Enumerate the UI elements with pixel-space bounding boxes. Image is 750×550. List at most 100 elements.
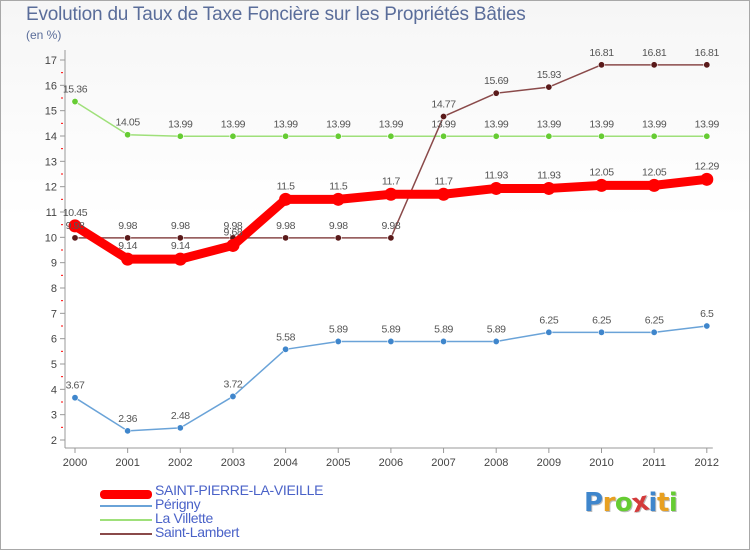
data-label: 9.98	[381, 220, 400, 232]
data-point	[597, 61, 605, 69]
data-point	[650, 61, 658, 69]
data-point	[334, 234, 342, 242]
data-label: 9.98	[171, 220, 190, 232]
y-tick-label: 12	[45, 182, 57, 194]
y-tick-label: 9	[51, 258, 57, 270]
data-point	[545, 328, 553, 336]
data-point	[331, 192, 345, 206]
series-layer	[68, 61, 714, 435]
data-point	[124, 234, 132, 242]
data-label: 16.81	[695, 47, 720, 59]
legend-swatch	[100, 519, 152, 521]
data-point	[703, 322, 711, 330]
data-point	[71, 98, 79, 106]
data-point	[437, 187, 451, 201]
data-point	[489, 181, 503, 195]
data-label: 5.58	[276, 331, 295, 343]
data-point	[440, 337, 448, 345]
data-label: 9.98	[224, 220, 243, 232]
data-label: 13.99	[273, 118, 298, 130]
y-tick-label: 3	[51, 410, 57, 422]
data-point	[282, 345, 290, 353]
data-label: 11.93	[484, 169, 508, 181]
data-label: 13.99	[379, 118, 404, 130]
data-label: 6.5	[700, 308, 714, 320]
data-point	[387, 132, 395, 140]
x-tick-label: 2010	[589, 457, 613, 469]
data-label: 13.99	[431, 118, 456, 130]
y-tick-label: 6	[51, 334, 57, 346]
data-point	[226, 238, 240, 252]
data-label: 9.14	[171, 240, 190, 252]
data-labels-layer: 3.67 2.36 2.48 3.72 5.58 5.89 5.89 5.89 5.89 6.25…	[63, 47, 720, 425]
x-tick-label: 2004	[273, 457, 297, 469]
data-point	[492, 89, 500, 97]
data-point	[595, 178, 608, 192]
x-tick-label: 2006	[379, 457, 403, 469]
x-tick-label: 2008	[484, 457, 508, 469]
data-label: 6.25	[539, 314, 558, 326]
data-label: 11.7	[435, 175, 454, 187]
data-label: 9.98	[329, 220, 348, 232]
y-tick-label: 10	[45, 232, 57, 244]
data-label: 13.99	[484, 118, 509, 130]
data-point	[647, 178, 661, 192]
data-point	[229, 392, 237, 400]
data-label: 5.89	[381, 323, 400, 335]
data-point	[176, 424, 184, 432]
series-la-villette	[71, 98, 711, 140]
y-tick-label: 13	[45, 156, 57, 168]
data-point	[229, 132, 237, 140]
legend-label: Périgny	[155, 496, 201, 512]
data-label: 5.89	[487, 323, 506, 335]
legend-label: SAINT-PIERRE-LA-VIEILLE	[155, 482, 324, 498]
proxiti-logo: Proxiti	[584, 486, 678, 520]
data-point	[542, 181, 556, 195]
data-label: 15.36	[63, 84, 88, 96]
data-label: 11.5	[277, 180, 296, 192]
data-point	[124, 427, 132, 435]
data-label: 12.05	[642, 166, 667, 178]
legend-label: Saint-Lambert	[155, 524, 240, 540]
data-label: 6.25	[592, 314, 611, 326]
legend-swatch	[100, 505, 152, 507]
legend-label: La Villette	[155, 510, 213, 526]
y-tick-label: 7	[51, 308, 57, 320]
data-point	[176, 234, 184, 242]
data-label: 13.99	[168, 118, 193, 130]
x-tick-label: 2001	[115, 457, 139, 469]
series-p-rigny	[71, 322, 711, 435]
data-label: 13.99	[221, 118, 246, 130]
data-point	[703, 132, 711, 140]
data-point	[279, 192, 293, 206]
x-tick-label: 2003	[221, 457, 245, 469]
data-label: 13.99	[589, 118, 614, 130]
data-label: 9.98	[66, 220, 85, 232]
data-label: 15.93	[537, 69, 562, 81]
data-point	[597, 328, 605, 336]
y-tick-label: 15	[45, 106, 57, 118]
data-label: 16.81	[642, 47, 667, 59]
x-tick-label: 2007	[431, 457, 455, 469]
data-point	[334, 337, 342, 345]
x-tick-label: 2002	[168, 457, 192, 469]
data-point	[440, 112, 448, 120]
data-point	[384, 187, 398, 201]
data-point	[71, 394, 79, 402]
data-point	[545, 83, 553, 91]
y-tick-label: 14	[45, 131, 57, 143]
data-label: 14.05	[116, 117, 141, 129]
data-label: 2.36	[118, 413, 137, 425]
data-label: 13.99	[642, 118, 667, 130]
y-tick-label: 16	[45, 80, 57, 92]
data-point	[387, 337, 395, 345]
y-tick-label: 2	[51, 435, 57, 447]
legend-swatch	[100, 533, 152, 535]
data-label: 9.68	[224, 226, 243, 238]
data-point	[71, 234, 79, 242]
y-tick-label: 4	[51, 384, 57, 396]
series-saint-pierre-la-vieille	[68, 172, 714, 266]
data-point	[124, 131, 132, 139]
data-point	[282, 234, 290, 242]
